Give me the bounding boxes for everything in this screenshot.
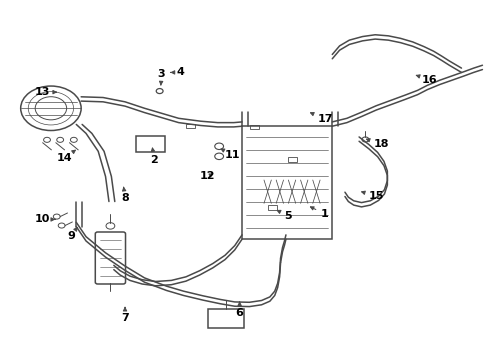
Text: 10: 10 — [34, 215, 55, 224]
Bar — [287, 157, 296, 162]
Text: 11: 11 — [221, 149, 240, 160]
Text: 6: 6 — [235, 302, 243, 318]
Bar — [267, 206, 276, 210]
Text: 18: 18 — [366, 139, 388, 149]
Text: 16: 16 — [415, 75, 437, 85]
Bar — [249, 125, 258, 129]
Text: 13: 13 — [34, 87, 56, 97]
Text: 17: 17 — [310, 113, 332, 124]
Text: 7: 7 — [121, 307, 129, 323]
Bar — [186, 124, 195, 129]
Text: 15: 15 — [361, 191, 383, 201]
Text: 8: 8 — [121, 187, 129, 203]
Text: 3: 3 — [158, 69, 165, 85]
Text: 9: 9 — [67, 228, 77, 240]
Bar — [207, 309, 244, 328]
Text: 5: 5 — [277, 210, 292, 221]
Text: 12: 12 — [200, 171, 215, 181]
Text: 4: 4 — [170, 67, 183, 77]
Text: 2: 2 — [150, 148, 158, 165]
Bar — [242, 126, 331, 239]
Text: 14: 14 — [56, 150, 75, 163]
Text: 1: 1 — [310, 207, 328, 219]
Bar — [136, 136, 164, 152]
